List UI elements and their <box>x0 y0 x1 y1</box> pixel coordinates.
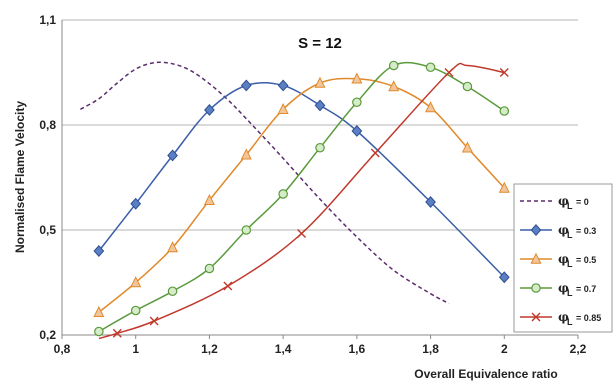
y-tick-label: 0,8 <box>39 118 56 132</box>
data-point-triangle <box>93 305 105 317</box>
series-4 <box>98 62 509 340</box>
data-point-diamond <box>240 79 252 92</box>
legend-item: φL = 0.5 <box>520 252 596 269</box>
data-point-circle <box>425 62 436 73</box>
data-point-diamond <box>277 79 289 92</box>
data-point-diamond <box>425 196 436 208</box>
x-tick-label: 1,8 <box>422 342 439 356</box>
legend-label: = 0.5 <box>576 255 596 265</box>
legend-label: = 0 <box>576 197 589 207</box>
data-point-cross <box>444 68 454 77</box>
data-point-diamond <box>498 271 510 284</box>
series-0 <box>80 61 450 305</box>
data-point-diamond <box>351 125 363 137</box>
series-1 <box>93 79 510 284</box>
x-tick-label: 1,2 <box>201 342 218 356</box>
legend-label: = 0.85 <box>576 313 601 323</box>
y-tick-label: 1,1 <box>39 13 56 27</box>
data-point-circle <box>278 189 288 199</box>
data-point-cross <box>149 316 159 326</box>
legend-subscript: L <box>567 259 573 269</box>
legend-box <box>513 183 613 333</box>
data-point-diamond <box>167 149 178 162</box>
legend-subscript: L <box>567 288 573 298</box>
x-tick-label: 1 <box>132 342 139 356</box>
legend-item: φL = 0.85 <box>520 310 601 327</box>
data-point-circle <box>352 97 362 108</box>
series-group <box>80 60 510 340</box>
data-point-circle <box>204 263 215 274</box>
data-point-triangle <box>498 181 510 193</box>
axes <box>61 20 578 336</box>
series-2 <box>93 72 510 317</box>
series-3 <box>94 60 510 337</box>
x-tick-label: 2 <box>501 342 508 356</box>
legend-label: = 0.3 <box>576 226 596 236</box>
data-point-diamond <box>130 197 142 210</box>
data-point-diamond <box>93 245 105 257</box>
data-point-diamond <box>530 224 542 236</box>
legend-symbol: φ <box>558 281 569 295</box>
data-point-circle <box>241 225 252 235</box>
legend: φL = 0φL = 0.3φL = 0.5φL = 0.7φL = 0.85 <box>513 183 613 333</box>
x-tick-label: 0,8 <box>54 342 71 356</box>
data-point-circle <box>315 142 325 153</box>
data-point-triangle <box>240 148 252 160</box>
y-axis-title: Normalised Flame Velocity <box>13 101 27 253</box>
y-tick-label: 0,2 <box>39 328 56 342</box>
legend-symbol: φ <box>558 310 569 324</box>
data-point-diamond <box>314 99 326 112</box>
y-tick-labels: 0,2 0,5 0,8 1,1 <box>39 13 56 342</box>
chart-title: S = 12 <box>298 35 342 52</box>
data-point-cross <box>499 68 509 77</box>
data-point-triangle <box>277 102 289 114</box>
data-point-circle <box>388 60 399 71</box>
series-line <box>80 61 450 305</box>
data-point-diamond <box>204 104 215 116</box>
data-point-triangle <box>388 80 400 92</box>
data-point-circle <box>94 326 104 337</box>
x-tick-label: 2,2 <box>570 342 587 356</box>
x-axis-title: Overall Equivalence ratio <box>414 367 557 381</box>
series-line <box>98 81 505 278</box>
x-tick-label: 1,6 <box>349 342 366 356</box>
data-point-cross <box>112 328 122 338</box>
data-point-circle <box>531 283 541 293</box>
gridlines <box>62 19 578 231</box>
data-point-cross <box>370 148 380 158</box>
data-point-circle <box>167 286 178 297</box>
data-point-triangle <box>351 72 363 84</box>
legend-symbol: φ <box>558 223 569 237</box>
y-tick-label: 0,5 <box>39 223 56 237</box>
legend-label: = 0.7 <box>576 284 596 294</box>
data-point-cross <box>531 312 541 322</box>
data-point-triangle <box>461 141 473 153</box>
data-point-triangle <box>425 101 437 113</box>
data-point-triangle <box>130 276 142 288</box>
x-tick-labels: 0,8 1 1,2 1,4 1,6 1,8 2 2,2 <box>54 335 587 356</box>
data-point-cross <box>297 229 307 238</box>
data-point-cross <box>223 281 233 291</box>
legend-item: φL = 0.7 <box>520 281 596 298</box>
data-point-triangle <box>167 241 179 253</box>
data-point-circle <box>462 81 473 92</box>
legend-symbol: φ <box>558 252 569 266</box>
legend-item: φL = 0.3 <box>520 223 596 240</box>
x-tick-label: 1,4 <box>275 342 292 356</box>
data-point-circle <box>130 305 141 316</box>
legend-symbol: φ <box>558 194 569 208</box>
legend-subscript: L <box>567 230 573 240</box>
data-point-circle <box>499 106 510 116</box>
data-point-triangle <box>203 193 215 205</box>
legend-subscript: L <box>567 317 573 327</box>
data-point-triangle <box>530 252 542 264</box>
data-point-triangle <box>314 76 326 88</box>
legend-subscript: L <box>567 201 573 211</box>
legend-item: φL = 0 <box>520 194 589 211</box>
